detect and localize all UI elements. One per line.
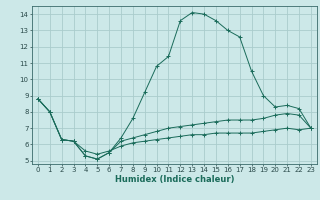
X-axis label: Humidex (Indice chaleur): Humidex (Indice chaleur) [115,175,234,184]
